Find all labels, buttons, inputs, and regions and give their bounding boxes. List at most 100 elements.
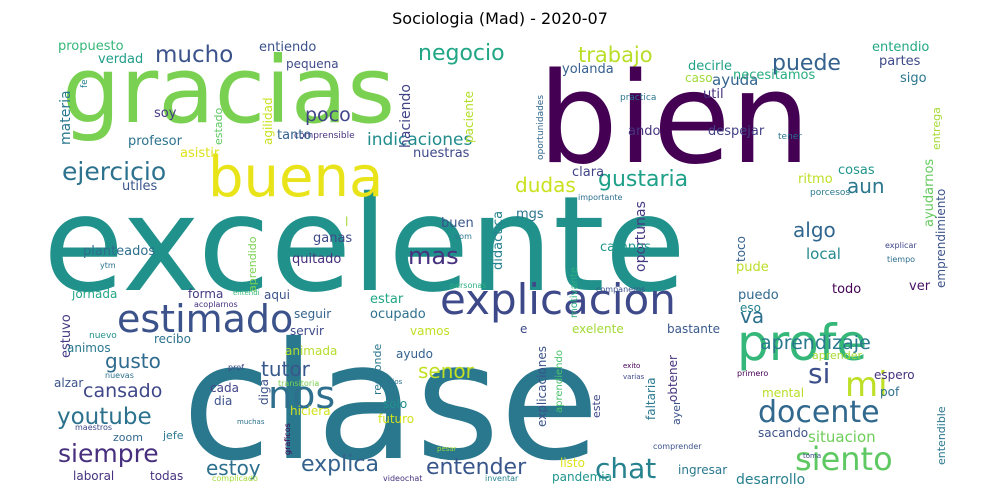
word-entiendo: entiendo [259,40,316,55]
word-companeros: companeros [596,285,645,294]
word-ayudarnos: ayudarnos [922,159,937,227]
word-l: l [345,215,348,229]
word-estuvo: estuvo [59,314,74,358]
word-ytm: ytm [100,261,116,270]
word-ejercicio: ejercicio [62,157,166,186]
word-clara: clara [572,165,604,180]
word-practica: practica [620,93,656,103]
word-espero: espero [874,368,915,382]
word-paciente: paciente [462,91,476,143]
word-youtube: youtube [57,404,152,430]
word-aprendizaje: aprendizaje [760,332,871,354]
word-servir: servir [290,324,324,338]
word-chat: chat [595,452,656,485]
word-buena: buena [208,145,383,210]
word-nuevo: nuevo [89,331,117,341]
word-aprender: aprender [812,349,862,362]
word-porcesos: porcesos [810,188,850,198]
word-estado: estado [212,107,225,145]
word-tanto: tanto [277,128,311,143]
word-seguir: seguir [294,307,331,321]
word-profesor: profesor [128,134,183,149]
word-este: este [590,394,603,418]
word-ayudo: ayudo [396,347,433,361]
word-yolanda: yolanda [562,62,614,77]
word-obtener: obtener [666,355,680,402]
word-algo: algo [793,218,836,242]
word-nuestras: nuestras [413,146,470,161]
word-nos: nos [268,373,335,417]
word-muchas: muchas [237,418,265,426]
word-utiles: utiles [122,179,158,194]
word-laboral: laboral [73,469,114,483]
word-indicaciones: indicaciones [367,130,472,150]
word-estoy: estoy [206,456,261,480]
word-prof: prof [228,363,244,372]
word-entendi: entendi [233,289,260,297]
word-forma: forma [188,287,223,301]
word-explica: explica [301,452,379,477]
word-local: local [806,245,841,263]
word-cansado: cansado [83,380,162,402]
word-siempre: siempre [58,439,159,468]
word-exelente: exelente [572,322,624,336]
word-diga: diga [257,379,271,405]
word-desarrollo: desarrollo [736,472,805,488]
word-necesitamos: necesitamos [733,68,815,83]
word-partes: partes [879,54,921,69]
word-oportunas: oportunas [633,201,649,272]
word-eso: eso [740,301,761,315]
word-ritmo: ritmo [798,172,833,187]
word-campos: campos [600,240,651,255]
word-puede: puede [772,51,841,76]
word-comprensible: comprensible [294,131,355,141]
word-dia: dia [214,394,232,408]
word-cosas: cosas [838,163,875,178]
word-nuevas: nuevas [105,371,134,380]
word-explicar: explicar [885,241,917,250]
word-todo: todo [832,282,861,297]
word-dudas: dudas [515,173,576,197]
word-importante: importante [578,193,623,202]
word-estar: estar [370,292,404,307]
word-bastante: bastante [667,322,720,336]
word-mgs: mgs [516,207,544,222]
word-ocupado: ocupado [370,307,426,322]
word-poco: poco [305,104,351,126]
word-soy: soy [154,106,177,121]
word-clase: clase [182,309,599,497]
word-personas: personas [450,281,487,290]
word-solo: solo [383,397,407,411]
word-haciendo: haciendo [398,84,414,148]
word-mi: mi [845,365,888,405]
word-faltaria: faltaria [644,377,658,420]
word-siento: siento [795,440,893,478]
word-comprender: comprender [653,442,702,451]
word-mental: mental [762,386,804,400]
word-bien: bien [538,45,810,192]
word-fe: fe [80,79,90,88]
word-sigo: sigo [900,71,927,86]
word-entendio: entendio [872,40,929,55]
word-acoplarnos: acoplarnos [194,300,238,309]
word-toco: toco [734,236,748,262]
word-tener: tener [778,132,802,142]
word-animos: animos [67,341,111,355]
word-entendible: entendible [935,406,948,465]
word-mas: mas [408,242,459,270]
word-aprendido: aprendido [246,236,259,292]
word-gracias: gracias [62,37,395,144]
word-didactica: didactica [491,211,506,270]
word-e: e [520,322,527,336]
word-negocio: negocio [418,41,505,66]
word-hiciera: hiciera [290,404,331,418]
word-situacion: situacion [808,428,876,446]
word-materia: materia [58,90,74,145]
word-som: som [455,232,472,241]
word-estimado: estimado [117,297,293,341]
word-buen: buen [441,216,474,231]
word-complicado: complicado [212,474,258,483]
word-aprendiendo: aprendiendo [554,350,565,413]
word-primero: primero [737,369,768,378]
